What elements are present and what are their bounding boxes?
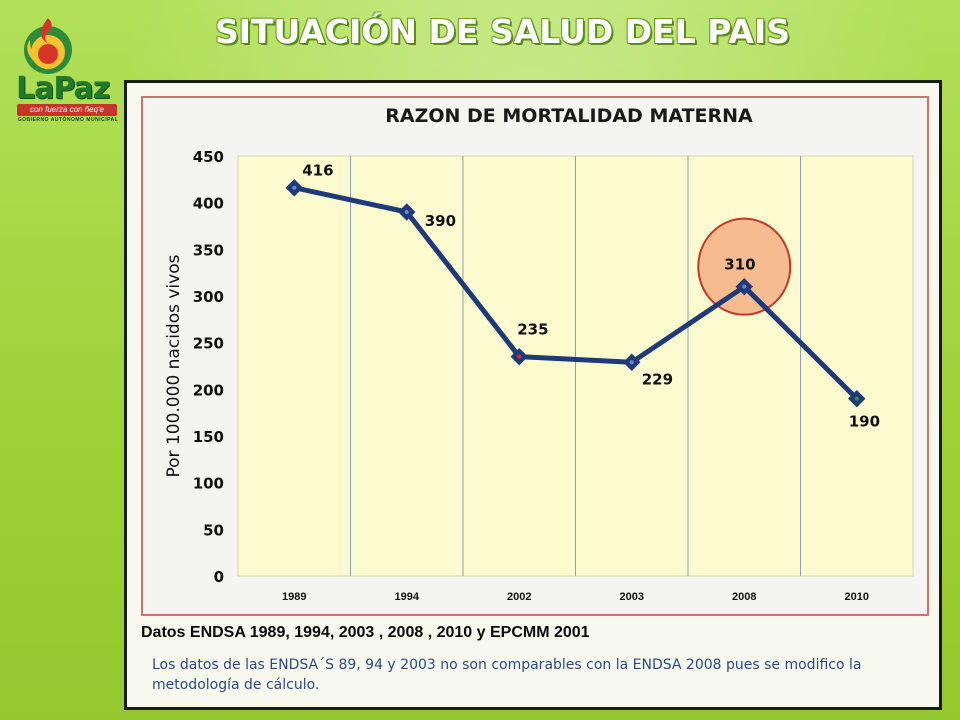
y-tick-label: 450 bbox=[193, 148, 224, 166]
data-markers bbox=[285, 179, 866, 408]
lapaz-logo bbox=[8, 10, 120, 130]
y-tick-label: 350 bbox=[193, 241, 224, 259]
logo-slogan: con fuerza con ñeq'e bbox=[17, 104, 117, 116]
data-point-marker-center bbox=[517, 354, 522, 359]
chart-title: RAZON DE MORTALIDAD MATERNA bbox=[385, 105, 753, 127]
data-point-marker-center bbox=[742, 284, 747, 289]
x-tick-label: 2002 bbox=[507, 591, 531, 603]
y-tick-label: 200 bbox=[193, 381, 224, 399]
data-point-marker-center bbox=[404, 210, 409, 214]
data-label: 390 bbox=[425, 212, 456, 230]
y-tick-label: 50 bbox=[203, 521, 224, 539]
series-line bbox=[293, 185, 859, 401]
y-axis-label: Por 100.000 nacidos vivos bbox=[164, 254, 184, 477]
y-tick-label: 250 bbox=[193, 335, 224, 353]
gridlines bbox=[350, 156, 801, 576]
x-axis-ticks: 1989 1994 2002 2003 2008 2010 bbox=[282, 591, 869, 603]
source-note: Datos ENDSA 1989, 1994, 2003 , 2008 , 20… bbox=[141, 624, 590, 641]
y-tick-label: 150 bbox=[193, 428, 224, 446]
data-label: 416 bbox=[302, 162, 333, 180]
methodology-footnote: Los datos de las ENDSA´S 89, 94 y 2003 n… bbox=[152, 657, 862, 693]
x-tick-label: 1994 bbox=[395, 591, 420, 603]
y-tick-label: 300 bbox=[193, 288, 224, 306]
maternal-mortality-chart: RAZON DE MORTALIDAD MATERNA 0 50 100 150 200… bbox=[164, 105, 914, 603]
data-label: 235 bbox=[517, 321, 548, 339]
data-point-marker-center bbox=[292, 185, 297, 190]
x-tick-label: 2003 bbox=[620, 591, 644, 603]
logo-subtitle: GOBIERNO AUTÓNOMO MUNICIPAL bbox=[17, 117, 119, 123]
y-tick-label: 0 bbox=[214, 568, 224, 586]
y-axis-ticks: 0 50 100 150 200 250 300 350 400 450 bbox=[193, 148, 224, 586]
highlight-circle-2008 bbox=[697, 217, 792, 316]
x-tick-label: 2008 bbox=[732, 591, 756, 603]
data-label: 190 bbox=[849, 413, 880, 431]
data-point-marker-center bbox=[854, 396, 859, 401]
data-labels: 416 390 235 229 310 190 bbox=[302, 162, 880, 431]
logo-wordmark: LaPaz bbox=[16, 71, 110, 106]
y-tick-label: 100 bbox=[193, 475, 224, 493]
x-tick-label: 2010 bbox=[845, 591, 869, 603]
data-label: 229 bbox=[642, 370, 673, 388]
y-tick-label: 400 bbox=[193, 195, 224, 213]
flame-emblem-icon bbox=[24, 18, 72, 74]
slide-title: SITUACIÓN DE SALUD DEL PAIS bbox=[215, 12, 790, 51]
data-point-marker-center bbox=[629, 360, 634, 365]
data-label: 310 bbox=[724, 256, 755, 274]
x-tick-label: 1989 bbox=[282, 591, 306, 603]
